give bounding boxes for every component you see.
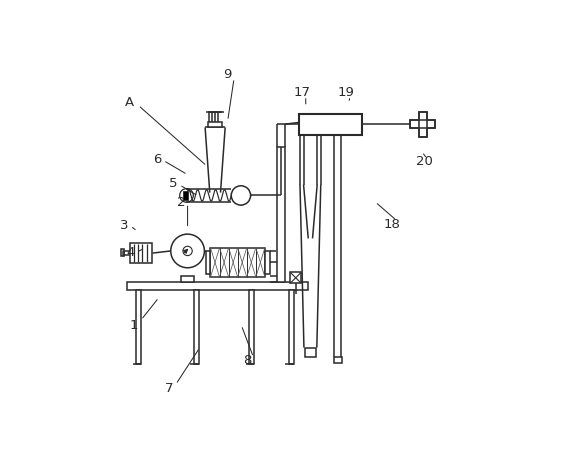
Text: 1: 1 bbox=[129, 319, 138, 332]
Bar bbox=[291, 272, 301, 283]
Text: 5: 5 bbox=[169, 178, 177, 191]
Bar bbox=[194, 290, 199, 364]
Text: A: A bbox=[124, 96, 134, 109]
Circle shape bbox=[183, 246, 192, 256]
Bar bbox=[410, 120, 435, 128]
Bar bbox=[136, 290, 141, 364]
Text: 20: 20 bbox=[416, 155, 433, 168]
Text: 17: 17 bbox=[293, 86, 310, 99]
Circle shape bbox=[231, 186, 251, 205]
Bar bbox=[334, 357, 342, 363]
Text: 8: 8 bbox=[243, 354, 252, 367]
Text: 3: 3 bbox=[119, 219, 128, 232]
Text: 7: 7 bbox=[165, 382, 173, 395]
Text: 9: 9 bbox=[224, 68, 232, 81]
Bar bbox=[265, 251, 270, 274]
Bar bbox=[249, 290, 254, 364]
Bar bbox=[419, 112, 427, 137]
Bar bbox=[181, 276, 194, 282]
Bar bbox=[419, 120, 427, 128]
Bar bbox=[419, 112, 427, 137]
Text: 4: 4 bbox=[127, 246, 135, 259]
Bar bbox=[122, 249, 124, 256]
Bar bbox=[300, 114, 362, 134]
Bar bbox=[206, 251, 211, 274]
Bar bbox=[211, 248, 265, 277]
Bar bbox=[305, 348, 316, 357]
Bar bbox=[127, 282, 308, 290]
Bar bbox=[208, 122, 222, 127]
Bar bbox=[289, 290, 293, 364]
Bar bbox=[130, 243, 153, 264]
Text: 19: 19 bbox=[337, 86, 354, 99]
Bar bbox=[410, 120, 435, 128]
Text: 6: 6 bbox=[153, 153, 162, 166]
Circle shape bbox=[171, 234, 204, 268]
Bar bbox=[183, 191, 188, 200]
Text: 2: 2 bbox=[177, 196, 185, 209]
Text: 18: 18 bbox=[384, 218, 401, 231]
Bar bbox=[277, 147, 285, 282]
